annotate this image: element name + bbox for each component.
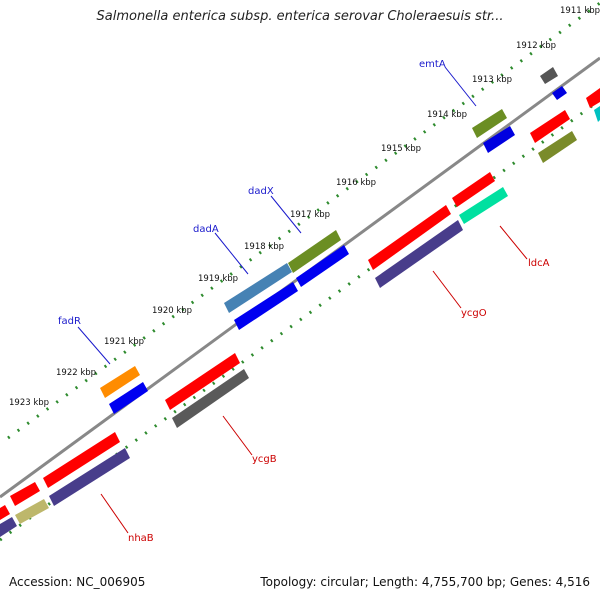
leader-line: [222, 415, 253, 456]
gene-feature[interactable]: [172, 369, 249, 428]
gene-feature[interactable]: [375, 220, 463, 288]
tick-label: 1921 kbp: [104, 337, 144, 347]
gene-feature[interactable]: [165, 353, 240, 410]
gene-feature[interactable]: [552, 86, 567, 100]
leader-line: [214, 232, 249, 275]
tick-labels: 1911 kbp 1912 kbp 1913 kbp 1914 kbp 1915…: [9, 6, 600, 408]
outer-scale-track: [7, 1, 600, 440]
tick-label: 1919 kbp: [198, 274, 238, 284]
tick-label: 1922 kbp: [56, 368, 96, 378]
gene-feature[interactable]: [452, 172, 495, 207]
gene-feature[interactable]: [540, 67, 558, 84]
leader-line: [270, 195, 302, 234]
tick-label: 1916 kbp: [336, 178, 376, 188]
tick-label: 1914 kbp: [427, 110, 467, 120]
gene-label-emtA[interactable]: emtA: [419, 59, 446, 70]
gene-feature[interactable]: [472, 109, 507, 138]
gene-feature[interactable]: [538, 131, 577, 163]
gene-feature[interactable]: [483, 126, 515, 153]
gene-label-ldcA[interactable]: ldcA: [528, 258, 550, 269]
accession-text: Accession: NC_006905: [9, 575, 146, 589]
gene-feature[interactable]: [0, 517, 17, 537]
tick-label: 1911 kbp: [560, 6, 600, 16]
map-title: Salmonella enterica subsp. enterica sero…: [96, 9, 504, 24]
gene-feature[interactable]: [224, 263, 292, 313]
tick-label: 1915 kbp: [381, 144, 421, 154]
gene-features: [0, 67, 600, 537]
gene-label-ycgO[interactable]: ycgO: [461, 308, 487, 319]
gene-feature[interactable]: [459, 187, 508, 224]
gene-feature[interactable]: [288, 230, 341, 273]
gene-label-fadR[interactable]: fadR: [58, 316, 81, 327]
tick-label: 1920 kbp: [152, 306, 192, 316]
gene-feature[interactable]: [296, 245, 349, 287]
gene-feature[interactable]: [0, 505, 10, 520]
gene-label-dadA[interactable]: dadA: [193, 224, 219, 235]
leader-line: [77, 326, 111, 365]
gene-feature[interactable]: [594, 106, 600, 122]
gene-feature[interactable]: [109, 382, 148, 414]
tick-label: 1913 kbp: [472, 75, 512, 85]
gene-feature[interactable]: [49, 448, 130, 506]
gene-feature[interactable]: [368, 205, 451, 270]
leader-line: [444, 66, 477, 107]
leader-line: [432, 270, 462, 309]
gene-feature[interactable]: [43, 432, 120, 488]
gene-feature[interactable]: [100, 366, 140, 398]
gene-feature[interactable]: [530, 110, 570, 143]
inner-scale-track: [0, 98, 600, 542]
gene-labels: emtA dadX dadA fadR ldcA ycgO ycgB nhaB: [58, 59, 550, 544]
leader-line: [100, 493, 129, 534]
gene-label-dadX[interactable]: dadX: [248, 186, 274, 197]
gene-feature[interactable]: [234, 282, 298, 330]
gene-feature[interactable]: [10, 482, 40, 506]
gene-label-ycgB[interactable]: ycgB: [252, 454, 277, 465]
gene-feature[interactable]: [15, 499, 49, 524]
genome-summary-text: Topology: circular; Length: 4,755,700 bp…: [260, 575, 590, 589]
tick-label: 1918 kbp: [244, 242, 284, 252]
tick-label: 1912 kbp: [516, 41, 556, 51]
leader-line: [499, 225, 528, 260]
gene-feature[interactable]: [586, 88, 600, 108]
gene-label-nhaB[interactable]: nhaB: [128, 533, 154, 544]
label-leaders: [77, 66, 528, 534]
tick-label: 1923 kbp: [9, 398, 49, 408]
tick-label: 1917 kbp: [290, 210, 330, 220]
